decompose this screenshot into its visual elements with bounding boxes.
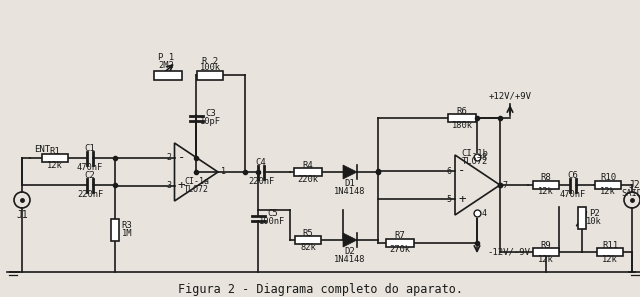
- Bar: [295, 236, 321, 244]
- Text: 180k: 180k: [451, 121, 472, 129]
- Text: 1N4148: 1N4148: [334, 187, 365, 197]
- Bar: [595, 181, 621, 189]
- Text: C4: C4: [255, 158, 266, 167]
- Bar: [533, 248, 559, 256]
- Polygon shape: [343, 233, 357, 247]
- Text: TLO72: TLO72: [184, 186, 209, 195]
- Text: +: +: [458, 192, 466, 206]
- Text: 2M2: 2M2: [158, 61, 174, 70]
- Text: 10pF: 10pF: [200, 118, 221, 127]
- Text: C5: C5: [267, 209, 278, 219]
- Text: R9: R9: [541, 241, 552, 249]
- Bar: [197, 70, 223, 80]
- Text: TLO72: TLO72: [462, 157, 488, 165]
- Text: D1: D1: [344, 179, 355, 189]
- Text: R 2: R 2: [202, 56, 218, 66]
- Bar: [111, 219, 119, 241]
- Text: P 1: P 1: [158, 53, 174, 62]
- Text: R10: R10: [600, 173, 616, 182]
- Text: -: -: [178, 151, 185, 165]
- Text: 82k: 82k: [300, 242, 316, 252]
- Bar: [294, 168, 322, 176]
- Text: 470nF: 470nF: [77, 163, 103, 172]
- Text: 1N4148: 1N4148: [334, 255, 365, 265]
- Bar: [448, 114, 476, 122]
- Text: 100k: 100k: [200, 64, 221, 72]
- Text: C6: C6: [568, 171, 579, 180]
- Text: 10k: 10k: [586, 217, 602, 227]
- Text: C2: C2: [84, 171, 95, 180]
- Text: -12V/-9V: -12V/-9V: [487, 247, 530, 257]
- Text: R6: R6: [456, 107, 467, 116]
- Text: Figura 2 - Diagrama completo do aparato.: Figura 2 - Diagrama completo do aparato.: [177, 282, 463, 296]
- Text: D2: D2: [344, 247, 355, 257]
- Text: 4: 4: [482, 208, 487, 217]
- Bar: [154, 70, 182, 80]
- Text: +12V/+9V: +12V/+9V: [488, 91, 531, 100]
- Text: 6: 6: [447, 167, 451, 176]
- Bar: [533, 181, 559, 189]
- Text: R3: R3: [122, 222, 132, 230]
- Text: 220nF: 220nF: [77, 190, 103, 199]
- Text: 12k: 12k: [538, 255, 554, 263]
- Text: 220k: 220k: [298, 175, 319, 184]
- Text: R7: R7: [395, 231, 405, 241]
- Text: ENT: ENT: [34, 146, 50, 154]
- Text: 100nF: 100nF: [259, 217, 285, 227]
- Text: 8: 8: [482, 152, 487, 162]
- Text: R1: R1: [50, 146, 60, 156]
- Text: C3: C3: [205, 110, 216, 119]
- Text: R4: R4: [303, 160, 314, 170]
- Text: 3: 3: [166, 181, 171, 190]
- Text: R8: R8: [541, 173, 552, 182]
- Text: 12k: 12k: [602, 255, 618, 263]
- Text: 5: 5: [447, 195, 451, 203]
- Text: J1: J1: [16, 210, 28, 220]
- Text: 220nF: 220nF: [248, 177, 274, 186]
- Text: -: -: [458, 165, 466, 178]
- Text: 7: 7: [502, 181, 508, 189]
- Text: R11: R11: [602, 241, 618, 249]
- Text: CI-1b: CI-1b: [461, 148, 488, 157]
- Text: +: +: [178, 179, 185, 192]
- Text: R5: R5: [303, 228, 314, 238]
- Bar: [597, 248, 623, 256]
- Text: 12k: 12k: [600, 187, 616, 197]
- Polygon shape: [343, 165, 357, 179]
- Text: 12k: 12k: [47, 160, 63, 170]
- Bar: [578, 207, 586, 229]
- Text: P2: P2: [589, 209, 600, 219]
- Bar: [386, 239, 414, 247]
- Bar: [42, 154, 68, 162]
- Text: 270k: 270k: [390, 246, 410, 255]
- Text: 470nF: 470nF: [560, 190, 586, 199]
- Text: SAIDA: SAIDA: [621, 189, 640, 198]
- Text: J2: J2: [628, 180, 640, 190]
- Text: 1M: 1M: [122, 230, 132, 238]
- Text: C1: C1: [84, 144, 95, 153]
- Text: CI-1a: CI-1a: [184, 178, 209, 187]
- Text: 1: 1: [221, 168, 225, 176]
- Text: 12k: 12k: [538, 187, 554, 197]
- Text: 2: 2: [166, 154, 171, 162]
